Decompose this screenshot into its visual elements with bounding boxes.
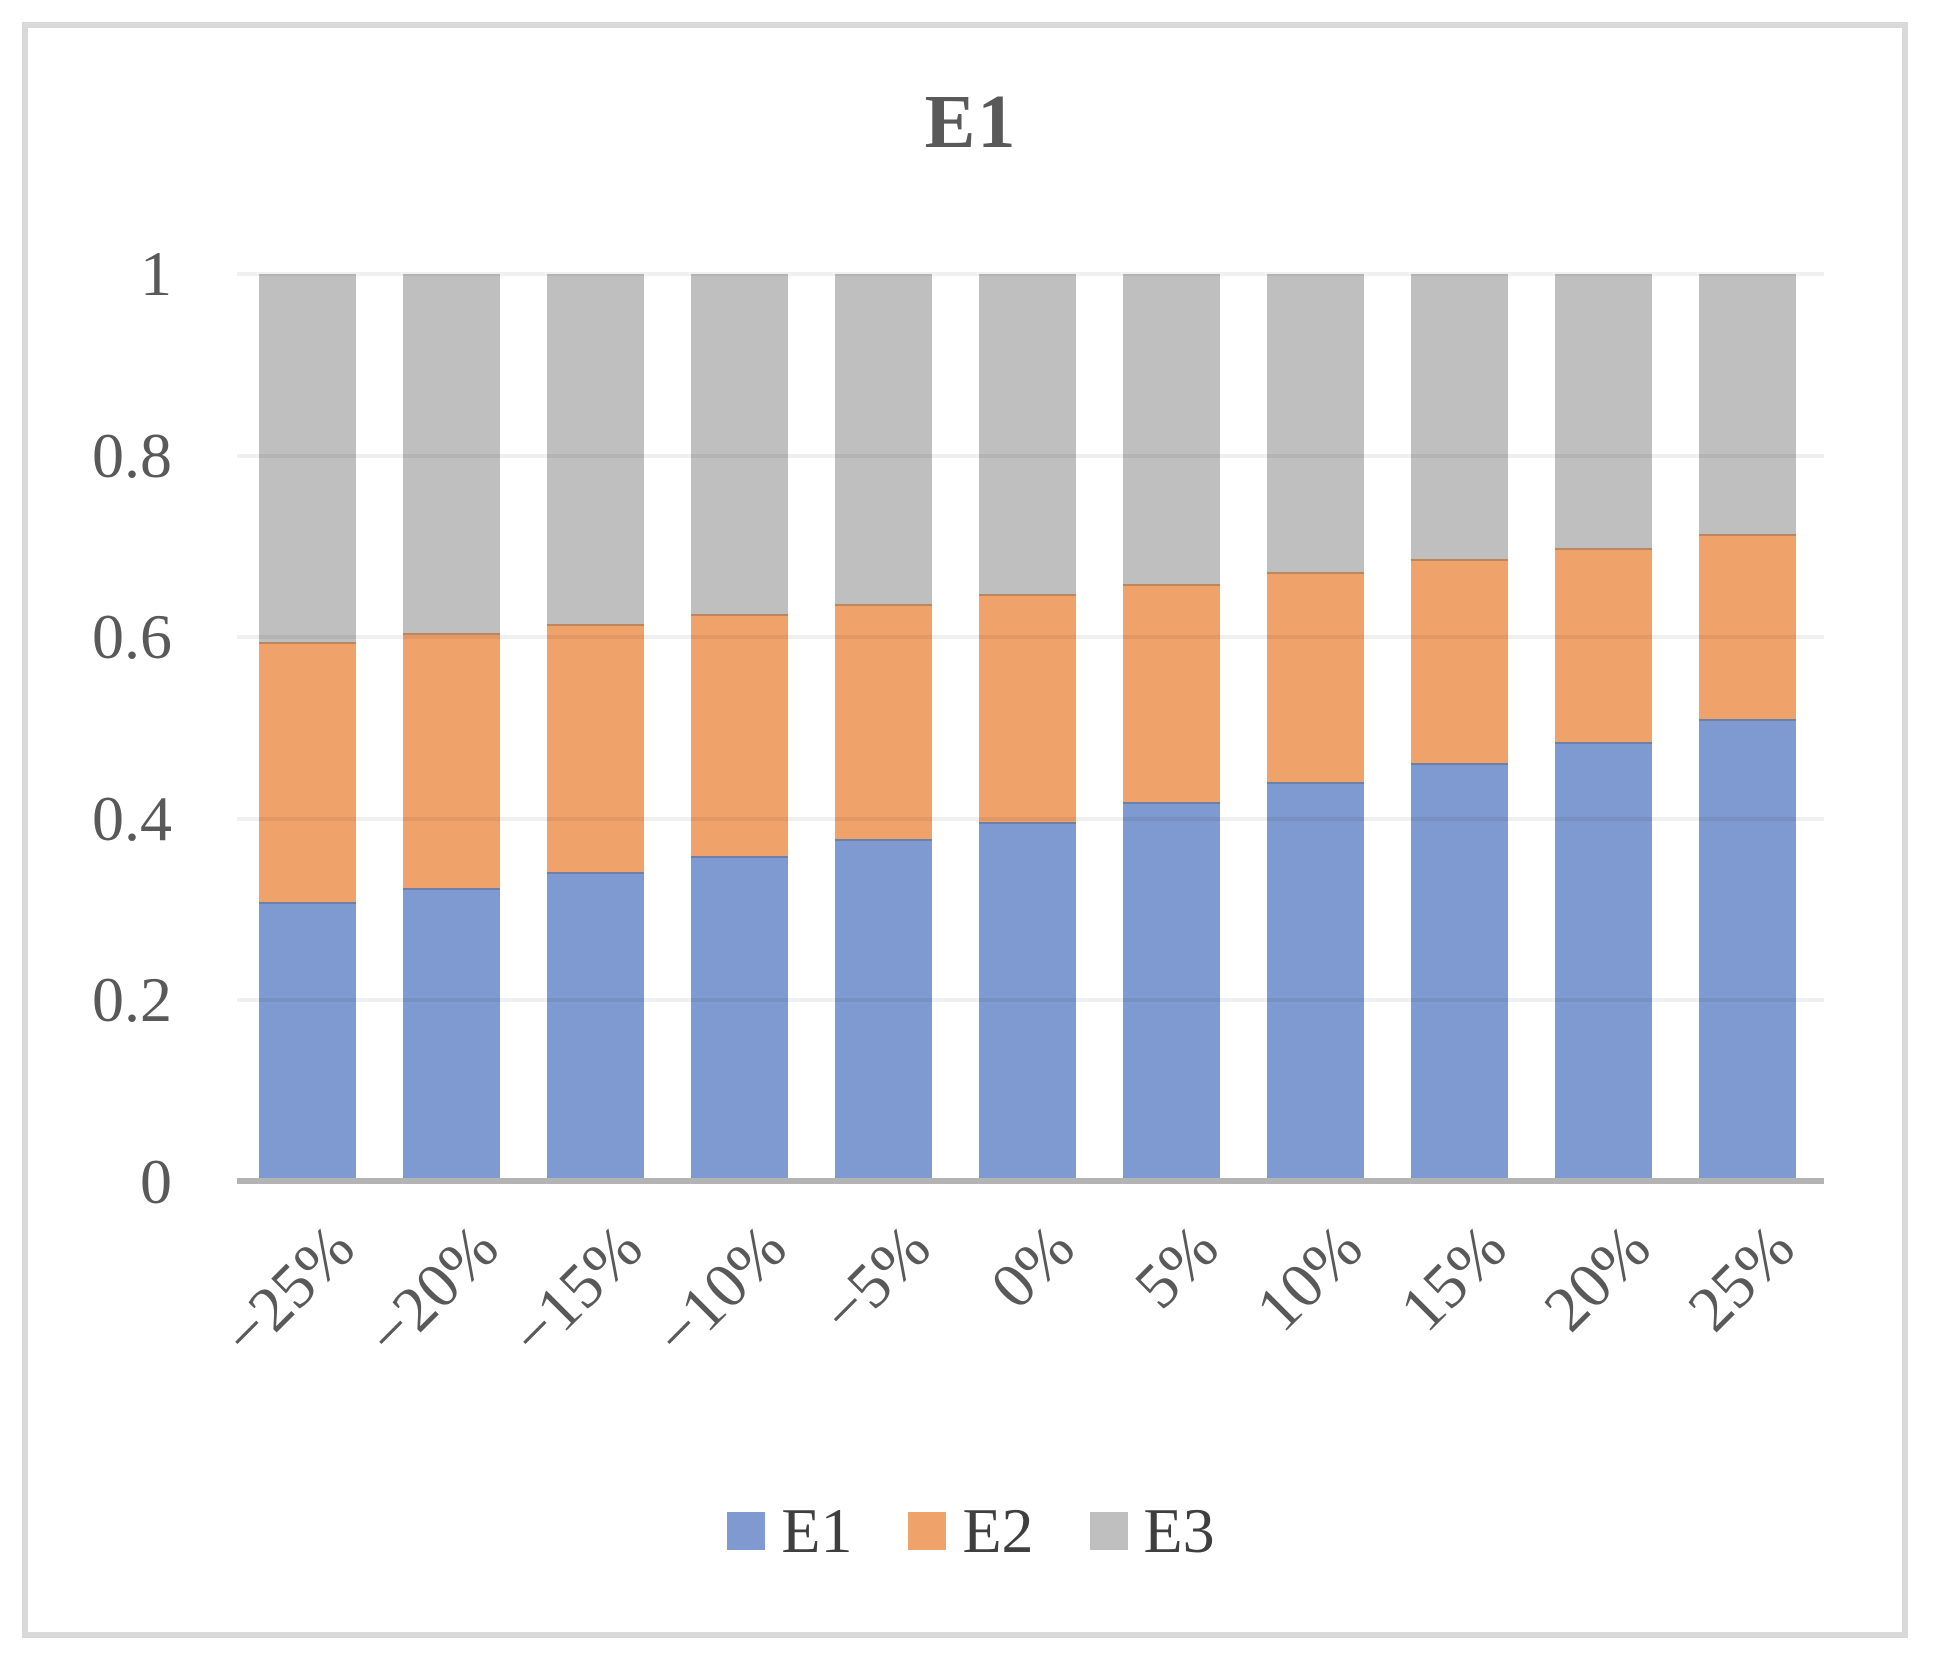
bar-segment-E2-15% [1411, 559, 1508, 764]
bar-group-25% [1699, 274, 1796, 1182]
bar-segment-E3-0% [979, 274, 1076, 594]
bar-group-−15% [547, 274, 644, 1182]
gridline-0.2 [237, 998, 1824, 1003]
x-axis-line [237, 1178, 1824, 1184]
bar-segment-E3-−15% [547, 274, 644, 624]
legend-swatch-E3 [1089, 1512, 1128, 1550]
bar-segment-E2-−20% [403, 632, 500, 888]
bar-group-10% [1267, 274, 1364, 1182]
bar-segment-E1-−10% [691, 856, 788, 1182]
bar-segment-E3-15% [1411, 274, 1508, 560]
bar-group-−20% [403, 274, 500, 1182]
y-axis-label-0.8: 0.8 [92, 419, 172, 491]
plot-area [237, 272, 1824, 1184]
bar-group-20% [1555, 274, 1652, 1182]
gridline-0.6 [237, 635, 1824, 640]
bar-segment-E2-0% [979, 593, 1076, 822]
bar-segment-E3-10% [1267, 274, 1364, 572]
bar-segment-E3-5% [1123, 274, 1220, 584]
y-axis-label-0: 0 [140, 1146, 172, 1217]
legend-swatch-E2 [908, 1512, 947, 1550]
bar-segment-E1-20% [1555, 741, 1652, 1182]
gridline-1 [237, 272, 1824, 276]
bar-segment-E1-5% [1123, 802, 1220, 1182]
bar-segment-E3-25% [1699, 274, 1796, 534]
bar-group-15% [1411, 274, 1508, 1182]
bar-segment-E2-−10% [691, 613, 788, 857]
bar-group-5% [1123, 274, 1220, 1182]
bar-segment-E1-25% [1699, 718, 1796, 1182]
y-axis-label-0.2: 0.2 [92, 964, 172, 1036]
bar-segment-E2-−25% [259, 641, 356, 903]
y-axis-label-0.4: 0.4 [92, 782, 172, 854]
bar-segment-E1-−5% [835, 838, 932, 1182]
legend-swatch-E1 [727, 1512, 766, 1550]
y-axis-label-1: 1 [140, 238, 172, 309]
legend-item-E1: E1 [727, 1496, 852, 1566]
bar-segment-E2-−5% [835, 603, 932, 839]
legend: E1 E2 E3 [0, 1496, 1942, 1566]
bar-segment-E3-20% [1555, 274, 1652, 549]
bar-group-0% [979, 274, 1076, 1182]
bar-segment-E2-10% [1267, 571, 1364, 783]
bar-segment-E1-15% [1411, 763, 1508, 1182]
bar-segment-E1-−25% [259, 902, 356, 1182]
gridline-0.4 [237, 816, 1824, 821]
bar-segment-E3-−10% [691, 274, 788, 614]
bar-segment-E2-−15% [547, 623, 644, 873]
bar-segment-E2-25% [1699, 533, 1796, 719]
bar-segment-E2-20% [1555, 548, 1652, 742]
bar-segment-E3-−5% [835, 274, 932, 604]
bar-segment-E1-0% [979, 821, 1076, 1182]
gridline-0.8 [237, 453, 1824, 458]
legend-item-E2: E2 [908, 1495, 1034, 1566]
legend-label-E2: E2 [962, 1495, 1034, 1566]
bar-segment-E3-−20% [403, 274, 500, 633]
y-axis-label-0.6: 0.6 [92, 601, 172, 673]
legend-label-E3: E3 [1143, 1495, 1215, 1566]
bar-segment-E1-−15% [547, 872, 644, 1182]
chart-title: E1 [924, 80, 1018, 164]
legend-label-E1: E1 [781, 1495, 853, 1566]
bar-segment-E3-−25% [259, 274, 356, 642]
bar-group-−25% [259, 274, 356, 1182]
bar-group-−5% [835, 274, 932, 1182]
bar-segment-E1-10% [1267, 782, 1364, 1182]
legend-item-E3: E3 [1089, 1495, 1215, 1566]
bar-group-−10% [691, 274, 788, 1182]
bar-segment-E1-−20% [403, 887, 500, 1182]
bar-segment-E2-5% [1123, 583, 1220, 803]
